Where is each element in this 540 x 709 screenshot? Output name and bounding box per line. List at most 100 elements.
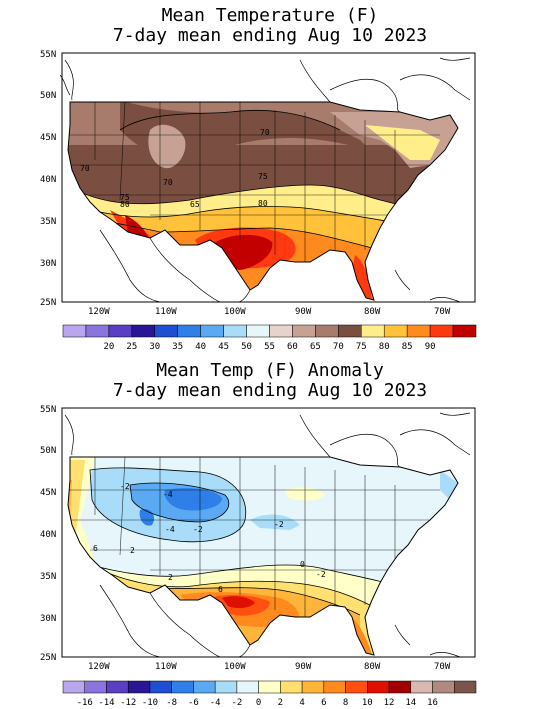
lat-label: 50N — [40, 446, 56, 456]
map2-colorbar-label: 12 — [384, 698, 395, 708]
map2-contour-label: 2 — [168, 573, 173, 582]
lat-label: 30N — [40, 614, 56, 624]
map2-us-outline — [67, 456, 459, 656]
map2-colorbar-swatch — [388, 680, 412, 694]
map2-colorbar-label: -6 — [188, 698, 199, 708]
map1-colorbar-swatch — [452, 324, 477, 338]
map2-panel: -2 -4 -2 -4 -2 6 2 -2 0 2 6 55N 50N 45N … — [40, 405, 476, 672]
map1-colorbar-label: 40 — [195, 342, 206, 352]
map1-neighbor-outlines — [59, 57, 471, 303]
map2-colorbar-label: 16 — [427, 698, 438, 708]
map1-colorbar-swatch — [177, 324, 201, 338]
map2-colorbar-swatch — [345, 680, 368, 694]
lat-label: 35N — [40, 572, 56, 582]
map2-colorbar-swatch — [62, 680, 85, 694]
map2-colorbar-label: -8 — [166, 698, 177, 708]
map1-colorbar-swatch — [383, 324, 408, 338]
map2-colorbar-swatch — [127, 680, 151, 694]
map2-colorbar-swatch — [236, 680, 259, 694]
map2-colorbar-swatch — [410, 680, 433, 694]
map2-colorbar-label: -12 — [120, 698, 136, 708]
map1-colorbar-swatch — [131, 324, 156, 338]
map1-panel: 70 70 70 75 65 80 75 80 55N 50N 45N 40N … — [40, 50, 476, 317]
map1-contour-label: 70 — [80, 164, 90, 173]
map2-colorbar-label: 0 — [256, 698, 261, 708]
map2-colorbar-swatch — [214, 680, 238, 694]
map1-title-line2: 7-day mean ending Aug 10 2023 — [112, 25, 428, 46]
map2-contour-label: 6 — [218, 585, 223, 594]
lon-label: 80W — [364, 662, 381, 672]
map1-colorbar-swatch — [154, 324, 178, 338]
map1-colorbar-swatch — [200, 324, 224, 338]
map2-contour-labels: -2 -4 -2 -4 -2 6 2 -2 0 2 6 — [93, 482, 326, 594]
map2-colorbar-label: -10 — [142, 698, 158, 708]
map1-colorbar-label: 70 — [333, 342, 344, 352]
map2-colorbar-swatch — [454, 680, 477, 694]
map1-contour-labels: 70 70 70 75 65 80 75 80 — [80, 128, 270, 209]
lon-label: 120W — [88, 307, 110, 317]
map1-colorbar-swatch — [429, 324, 454, 338]
lon-label: 90W — [295, 307, 312, 317]
map2-colorbar-swatch — [367, 680, 390, 694]
map2-colorbar-label: 6 — [321, 698, 326, 708]
lon-label: 80W — [364, 307, 381, 317]
lat-label: 45N — [40, 133, 56, 143]
map2-contour-label: -4 — [163, 490, 173, 499]
lon-label: 120W — [88, 662, 110, 672]
lat-label: 30N — [40, 259, 56, 269]
map2-colorbar-label: 14 — [405, 698, 416, 708]
map1-colorbar-swatch — [292, 324, 316, 338]
map1-colorbar-swatch — [246, 324, 270, 338]
map2-colorbar-label: -14 — [98, 698, 114, 708]
map1-colorbar-label: 55 — [264, 342, 275, 352]
map2-colorbar-swatch — [432, 680, 455, 694]
map2-colorbar-label: -4 — [210, 698, 221, 708]
map2-colorbar-swatch — [323, 680, 346, 694]
lat-label: 35N — [40, 217, 56, 227]
lat-label: 25N — [40, 653, 56, 663]
map1-colorbar-swatch — [85, 324, 110, 338]
map1-contour-label: 65 — [190, 200, 200, 209]
lon-label: 70W — [434, 662, 451, 672]
map2-colorbar-swatch — [84, 680, 107, 694]
map1-contour-label: 80 — [120, 200, 130, 209]
map2-colorbar-swatch — [193, 680, 216, 694]
map2-colorbar-swatch — [258, 680, 281, 694]
map2-colorbar-label: 8 — [343, 698, 348, 708]
map1-colorbar-label: 75 — [356, 342, 367, 352]
map1-colorbar-label: 20 — [103, 342, 114, 352]
map2-contour-label: -2 — [193, 525, 203, 534]
map2-colorbar-label: 2 — [278, 698, 283, 708]
map1-lon-labels: 120W 110W 100W 90W 80W 70W — [88, 307, 451, 317]
map2-neighbor-outlines — [64, 412, 471, 658]
map1-contour-label: 70 — [260, 128, 270, 137]
map2-contour-label: 6 — [93, 544, 98, 553]
map2-colorbar-label: 4 — [299, 698, 304, 708]
map1-colorbar-label: 80 — [379, 342, 390, 352]
map2-colorbar-label: 10 — [362, 698, 373, 708]
lat-label: 50N — [40, 91, 56, 101]
map1-colorbar-swatch — [223, 324, 247, 338]
map2-colorbar-label: -16 — [77, 698, 93, 708]
map2-lon-labels: 120W 110W 100W 90W 80W 70W — [88, 662, 451, 672]
map2-title-line1: Mean Temp (F) Anomaly — [156, 360, 384, 381]
map1-colorbar-swatch — [361, 324, 385, 338]
map2-contour-label: 2 — [130, 546, 135, 555]
map2-contour-label: -2 — [274, 520, 284, 529]
map1-colorbar: 20 25 30 35 40 45 50 55 60 65 70 75 80 85 90 — [62, 324, 477, 352]
map1-contour-label: 70 — [163, 178, 173, 187]
map2-colorbar-label: -2 — [231, 698, 242, 708]
map1-contour-label: 80 — [258, 199, 268, 208]
map2-colorbar: -16 -14 -12 -10 -8 -6 -4 -2 0 2 4 6 8 10 12 14 16 — [62, 680, 477, 708]
lat-label: 40N — [40, 530, 56, 540]
lon-label: 110W — [155, 307, 177, 317]
map1-contour-label: 75 — [258, 172, 268, 181]
lat-label: 55N — [40, 50, 56, 60]
map2-colorbar-swatch — [171, 680, 194, 694]
map2-colorbar-swatch — [301, 680, 325, 694]
map2-colorbar-swatch — [149, 680, 172, 694]
map2-contour-label: -4 — [165, 525, 175, 534]
map1-colorbar-swatch — [338, 324, 362, 338]
lon-label: 90W — [295, 662, 312, 672]
map2-contour-label: -2 — [120, 482, 130, 491]
